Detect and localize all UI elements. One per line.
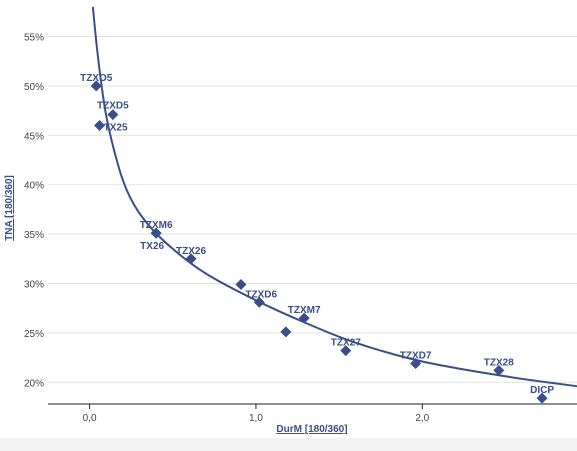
data-points (90, 80, 548, 404)
data-point-labels: TZXO5 TZXD5 TX25 TZXM6 TX26 TZX26 TZXD6 TZXM7 TZ… (80, 73, 554, 396)
trendline-curve (91, 6, 577, 388)
x-tick-label: 0,0 (83, 413, 97, 424)
data-point-marker[interactable] (107, 109, 119, 121)
data-point-marker[interactable] (235, 278, 247, 290)
y-tick-label: 50% (24, 82, 44, 93)
bottom-strip (0, 438, 577, 451)
data-point-marker[interactable] (280, 326, 292, 338)
data-point-marker[interactable] (493, 364, 505, 376)
y-axis-title: TNA [180/360] (4, 175, 15, 241)
x-axis-title: DurM [180/360] (276, 424, 347, 435)
data-point-label: TZXD5 (97, 101, 129, 112)
y-tick-label: 30% (24, 279, 44, 290)
y-tick-label: 55% (24, 33, 44, 44)
x-tick-label: 1,0 (249, 413, 263, 424)
data-point-marker[interactable] (253, 296, 265, 308)
y-tick-label: 25% (24, 329, 44, 340)
data-point-marker[interactable] (536, 392, 548, 404)
y-tick-label: 45% (24, 131, 44, 142)
data-point-marker[interactable] (94, 119, 106, 131)
data-point-label: TZX27 (331, 338, 361, 349)
x-tick-label: 2,0 (415, 413, 429, 424)
x-axis-ticks: 0,0 1,0 2,0 (83, 404, 430, 424)
data-point-marker[interactable] (185, 253, 197, 265)
y-tick-label: 40% (24, 181, 44, 192)
data-point-label: TX26 (140, 241, 164, 252)
y-axis-ticks: 20% 25% 30% 35% 40% 45% 50% 55% (24, 33, 44, 390)
y-tick-label: 35% (24, 230, 44, 241)
data-point-label: TZXM7 (288, 305, 321, 316)
data-point-marker[interactable] (90, 80, 102, 92)
data-point-marker[interactable] (410, 358, 422, 370)
data-point-marker[interactable] (150, 227, 162, 239)
data-point-label: TZXM6 (140, 220, 173, 231)
data-point-label: TZXD7 (400, 351, 432, 362)
data-point-marker[interactable] (340, 345, 352, 357)
data-point-label: TZXD6 (245, 289, 277, 300)
y-tick-label: 20% (24, 378, 44, 389)
data-point-marker[interactable] (298, 312, 310, 324)
data-point-label: TZX28 (484, 357, 514, 368)
grid-lines (48, 36, 577, 383)
data-point-label: DICP (530, 385, 554, 396)
data-point-label: TZX26 (176, 246, 206, 257)
data-point-label: TZXO5 (80, 73, 113, 84)
data-point-label: TX25 (104, 122, 128, 133)
